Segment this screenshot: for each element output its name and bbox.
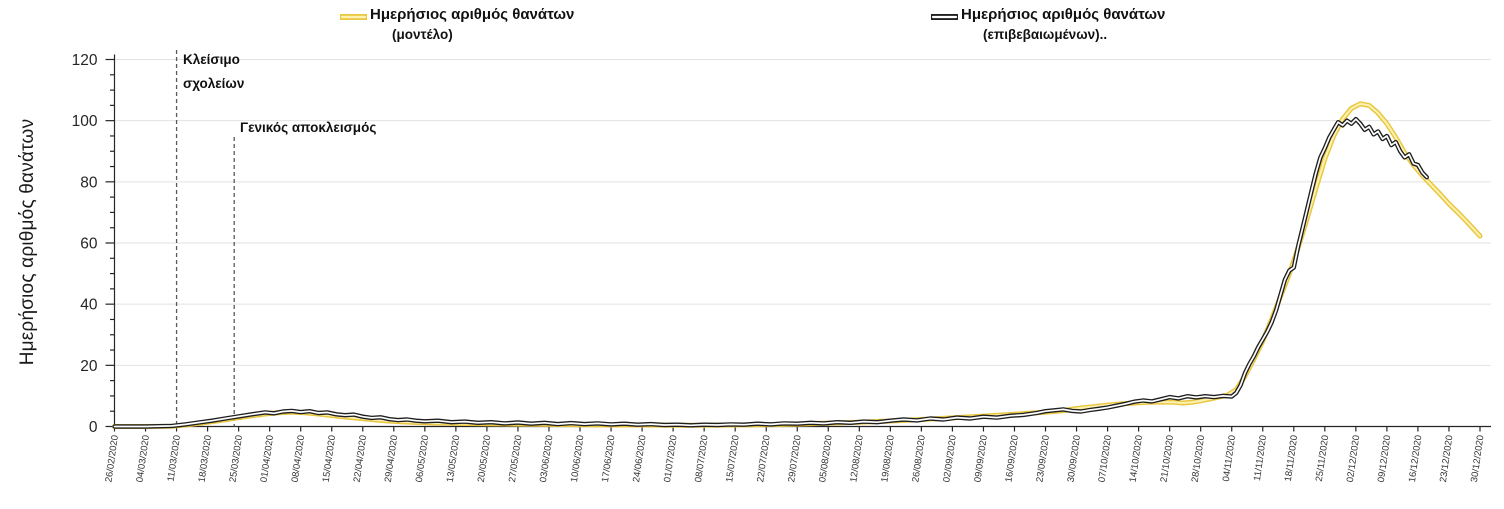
model-line-swatch-icon	[340, 14, 367, 20]
confirmed-line	[112, 116, 1430, 429]
confirmed-line-core	[113, 118, 1428, 428]
y-tick-label: 0	[89, 419, 98, 436]
x-tick-label: 26/08/2020	[910, 434, 928, 483]
x-tick-label: 04/11/2020	[1221, 434, 1238, 482]
x-tick-label: 10/06/2020	[569, 434, 587, 483]
x-tick-label: 26/02/2020	[103, 434, 121, 483]
y-tick-label: 60	[80, 236, 98, 253]
x-tick-label: 13/05/2020	[445, 434, 463, 483]
legend-item-model: Ημερήσιος αριθμός θανάτων (μοντέλο)	[340, 4, 574, 43]
x-tick-label: 22/04/2020	[352, 434, 370, 483]
x-tick-label: 02/12/2020	[1345, 434, 1363, 483]
x-tick-label: 30/12/2020	[1469, 434, 1487, 483]
y-tick-label: 100	[72, 113, 98, 130]
x-tick-label: 18/03/2020	[197, 434, 215, 483]
x-tick-label: 11/03/2020	[166, 434, 183, 482]
annotation-general-lockdown: Γενικός αποκλεισμός	[240, 120, 377, 135]
legend-label-model: Ημερήσιος αριθμός θανάτων	[370, 6, 575, 23]
x-tick-label: 16/09/2020	[1003, 434, 1021, 483]
x-tick-label: 21/10/2020	[1159, 434, 1177, 483]
x-tick-label: 20/05/2020	[476, 434, 494, 483]
legend-sublabel-confirmed: (επιβεβαιωμένων)..	[983, 27, 1108, 42]
x-tick-label: 04/03/2020	[134, 434, 152, 483]
y-tick-label: 40	[80, 297, 98, 314]
x-tick-label: 19/08/2020	[879, 434, 897, 483]
x-tick-label: 17/06/2020	[600, 434, 618, 483]
x-tick-label: 23/12/2020	[1438, 434, 1456, 483]
x-tick-label: 27/05/2020	[507, 434, 525, 483]
x-tick-label: 16/12/2020	[1407, 434, 1425, 483]
x-tick-label: 15/04/2020	[321, 434, 339, 483]
confirmed-line-swatch-icon	[931, 14, 958, 20]
x-tick-label: 03/06/2020	[538, 434, 556, 483]
x-tick-label: 05/08/2020	[817, 434, 835, 483]
y-axis-title: Ημερήσιος αριθμός θανάτων	[17, 118, 38, 366]
x-tick-label: 08/04/2020	[290, 434, 308, 483]
x-tick-label: 14/10/2020	[1128, 434, 1146, 483]
x-tick-label: 06/05/2020	[414, 434, 432, 483]
model-line	[112, 101, 1483, 429]
model-line-core	[113, 102, 1482, 428]
legend-item-confirmed: Ημερήσιος αριθμός θανάτων (επιβεβαιωμένω…	[931, 4, 1165, 43]
x-tick-label: 28/10/2020	[1190, 434, 1208, 483]
legend-sublabel-model: (μοντέλο)	[392, 27, 453, 42]
x-tick-label: 18/11/2020	[1283, 434, 1300, 482]
y-tick-label: 120	[72, 52, 98, 69]
x-tick-label: 09/09/2020	[972, 434, 990, 483]
x-tick-label: 24/06/2020	[631, 434, 649, 483]
x-tick-label: 23/09/2020	[1034, 434, 1052, 483]
x-tick-label: 08/07/2020	[693, 434, 711, 483]
x-tick-label: 29/07/2020	[786, 434, 804, 483]
x-tick-label: 25/11/2020	[1314, 434, 1331, 482]
x-tick-label: 09/12/2020	[1376, 434, 1394, 483]
x-tick-label: 11/11/2020	[1252, 434, 1269, 481]
x-tick-label: 25/03/2020	[228, 434, 246, 483]
x-tick-label: 15/07/2020	[724, 434, 742, 483]
annotation-school-closure: Κλείσιμο σχολείων	[183, 52, 245, 91]
x-tick-label: 29/04/2020	[383, 434, 401, 483]
x-tick-label: 22/07/2020	[755, 434, 773, 483]
x-tick-label: 01/04/2020	[259, 434, 277, 483]
y-tick-label: 20	[80, 358, 98, 375]
x-tick-label: 07/10/2020	[1097, 434, 1115, 483]
legend-label-confirmed: Ημερήσιος αριθμός θανάτων	[961, 6, 1166, 23]
y-tick-label: 80	[80, 174, 98, 191]
x-tick-label: 01/07/2020	[662, 434, 680, 483]
x-tick-label: 30/09/2020	[1066, 434, 1084, 483]
x-tick-label: 02/09/2020	[941, 434, 959, 483]
x-tick-label: 12/08/2020	[848, 434, 866, 483]
